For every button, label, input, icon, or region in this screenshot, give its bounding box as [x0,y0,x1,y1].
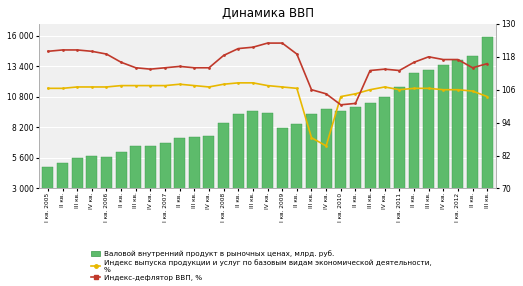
Bar [379,97,390,224]
Bar [130,146,141,224]
Bar [145,146,156,224]
Legend: Валовой внутренний продукт в рыночных ценах, млрд. руб., Индекс выпуска продукци: Валовой внутренний продукт в рыночных це… [90,249,433,282]
Bar [174,138,185,224]
Bar [233,114,244,224]
Bar [306,114,317,224]
Bar [42,167,53,224]
Bar [101,157,112,224]
Bar [262,113,273,224]
Bar [218,123,229,224]
Bar [467,55,478,224]
Bar [482,37,493,224]
Bar [247,111,258,224]
Bar [86,156,97,224]
Bar [72,158,83,224]
Bar [277,128,288,224]
Bar [423,70,434,224]
Bar [321,108,332,224]
Title: Динамика ВВП: Динамика ВВП [222,7,314,20]
Bar [291,124,302,224]
Bar [365,103,376,224]
Bar [189,137,200,224]
Bar [350,107,361,224]
Bar [203,136,214,224]
Bar [394,87,405,224]
Bar [335,111,346,224]
Bar [160,143,170,224]
Bar [116,152,127,224]
Bar [452,60,463,224]
Bar [438,65,449,224]
Bar [57,162,68,224]
Bar [408,73,419,224]
